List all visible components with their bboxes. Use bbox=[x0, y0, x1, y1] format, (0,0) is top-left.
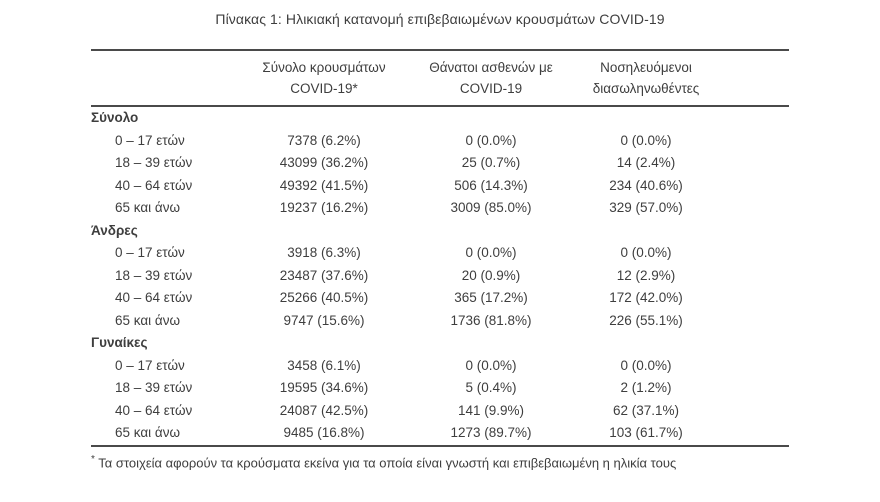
spacer-cell bbox=[718, 377, 789, 400]
header-deaths-line1: Θάνατοι ασθενών με bbox=[429, 60, 553, 75]
section-row: Σύνολο bbox=[91, 106, 789, 130]
table-row: 0 – 17 ετών 3918 (6.3%) 0 (0.0%) 0 (0.0%) bbox=[91, 242, 789, 265]
spacer-cell bbox=[718, 242, 789, 265]
table-row: 40 – 64 ετών 49392 (41.5%) 506 (14.3%) 234 … bbox=[91, 175, 789, 198]
header-intubated-line1: Νοσηλευόμενοι bbox=[600, 60, 692, 75]
deaths-cell: 1273 (89.7%) bbox=[450, 425, 532, 440]
table-row: 65 και άνω 9747 (15.6%) 1736 (81.8%) 226 (5… bbox=[91, 310, 789, 333]
intubated-cell: 0 (0.0%) bbox=[620, 357, 672, 373]
section-row: Γυναίκες bbox=[91, 332, 789, 355]
spacer-cell bbox=[718, 355, 789, 378]
table-body: Σύνολο 0 – 17 ετών 7378 (6.2%) 0 (0.0%) 0 (0… bbox=[91, 106, 789, 446]
header-deaths: Θάνατοι ασθενών με COVID-19 bbox=[408, 50, 574, 106]
cases-cell: 9485 (16.8%) bbox=[283, 425, 365, 440]
intubated-cell: 14 (2.4%) bbox=[616, 155, 676, 170]
intubated-cell: 329 (57.0%) bbox=[609, 200, 683, 215]
cases-cell: 49392 (41.5%) bbox=[279, 177, 369, 193]
table-row: 40 – 64 ετών 24087 (42.5%) 141 (9.9%) 62 (3… bbox=[91, 400, 789, 423]
intubated-cell: 234 (40.6%) bbox=[609, 177, 683, 193]
header-deaths-line2: COVID-19 bbox=[459, 81, 523, 96]
table-row: 0 – 17 ετών 3458 (6.1%) 0 (0.0%) 0 (0.0%) bbox=[91, 355, 789, 378]
spacer-cell bbox=[718, 152, 789, 175]
spacer-cell bbox=[718, 197, 789, 220]
covid-age-distribution-table: Σύνολο κρουσμάτων COVID-19* Θάνατοι ασθε… bbox=[91, 49, 789, 447]
table-row: 65 και άνω 19237 (16.2%) 3009 (85.0%) 329 (… bbox=[91, 197, 789, 220]
header-total-cases-line2: COVID-19* bbox=[290, 81, 358, 96]
deaths-cell: 20 (0.9%) bbox=[461, 267, 521, 283]
age-label: 65 και άνω bbox=[115, 200, 181, 215]
section-title: Γυναίκες bbox=[91, 335, 148, 350]
cases-cell: 43099 (36.2%) bbox=[279, 155, 369, 170]
header-total-cases: Σύνολο κρουσμάτων COVID-19* bbox=[240, 50, 408, 106]
cases-cell: 3918 (6.3%) bbox=[287, 245, 361, 260]
table-row: 0 – 17 ετών 7378 (6.2%) 0 (0.0%) 0 (0.0%) bbox=[91, 130, 789, 153]
intubated-cell: 0 (0.0%) bbox=[620, 245, 672, 260]
deaths-cell: 506 (14.3%) bbox=[454, 177, 528, 193]
header-intubated-line2: διασωληνωθέντες bbox=[592, 81, 700, 96]
section-title: Άνδρες bbox=[91, 222, 138, 238]
deaths-cell: 365 (17.2%) bbox=[454, 290, 528, 305]
footnote: * Τα στοιχεία αφορούν τα κρούσματα εκείν… bbox=[91, 451, 789, 472]
page-title: Πίνακας 1: Ηλικιακή κατανομή επιβεβαιωμέ… bbox=[215, 11, 665, 27]
spacer-cell bbox=[718, 422, 789, 446]
cases-cell: 7378 (6.2%) bbox=[287, 132, 361, 148]
cases-cell: 3458 (6.1%) bbox=[287, 357, 361, 373]
deaths-cell: 1736 (81.8%) bbox=[450, 312, 532, 328]
age-label: 18 – 39 ετών bbox=[115, 380, 193, 395]
cases-cell: 9747 (15.6%) bbox=[283, 312, 365, 328]
age-label: 65 και άνω bbox=[115, 425, 181, 440]
header-row: Σύνολο κρουσμάτων COVID-19* Θάνατοι ασθε… bbox=[91, 50, 789, 106]
intubated-cell: 2 (1.2%) bbox=[620, 380, 672, 395]
header-spacer-cell bbox=[718, 50, 789, 106]
age-label: 18 – 39 ετών bbox=[115, 155, 193, 170]
header-total-cases-line1: Σύνολο κρουσμάτων bbox=[262, 60, 386, 75]
age-label: 18 – 39 ετών bbox=[115, 267, 193, 283]
deaths-cell: 0 (0.0%) bbox=[465, 357, 517, 373]
spacer-cell bbox=[718, 175, 789, 198]
cases-cell: 19237 (16.2%) bbox=[279, 200, 369, 215]
deaths-cell: 0 (0.0%) bbox=[465, 132, 517, 148]
intubated-cell: 172 (42.0%) bbox=[609, 290, 683, 305]
age-label: 0 – 17 ετών bbox=[115, 245, 185, 260]
intubated-cell: 62 (37.1%) bbox=[612, 402, 680, 418]
age-label: 40 – 64 ετών bbox=[115, 402, 193, 418]
spacer-cell bbox=[718, 400, 789, 423]
age-label: 65 και άνω bbox=[115, 312, 181, 328]
cases-cell: 19595 (34.6%) bbox=[279, 380, 369, 395]
footnote-text: Τα στοιχεία αφορούν τα κρούσματα εκείνα … bbox=[98, 454, 677, 470]
header-intubated: Νοσηλευόμενοι διασωληνωθέντες bbox=[574, 50, 718, 106]
deaths-cell: 5 (0.4%) bbox=[465, 380, 517, 395]
table-row: 18 – 39 ετών 19595 (34.6%) 5 (0.4%) 2 (1.2%… bbox=[91, 377, 789, 400]
intubated-cell: 103 (61.7%) bbox=[609, 425, 683, 440]
age-label: 40 – 64 ετών bbox=[115, 290, 193, 305]
spacer-cell bbox=[718, 130, 789, 153]
intubated-cell: 0 (0.0%) bbox=[620, 132, 672, 148]
deaths-cell: 25 (0.7%) bbox=[461, 155, 521, 170]
intubated-cell: 226 (55.1%) bbox=[609, 312, 683, 328]
deaths-cell: 3009 (85.0%) bbox=[450, 200, 532, 215]
section-title: Σύνολο bbox=[91, 110, 139, 125]
table-row: 40 – 64 ετών 25266 (40.5%) 365 (17.2%) 172 … bbox=[91, 287, 789, 310]
deaths-cell: 0 (0.0%) bbox=[465, 245, 517, 260]
intubated-cell: 12 (2.9%) bbox=[616, 267, 676, 283]
table-row: 65 και άνω 9485 (16.8%) 1273 (89.7%) 103 (6… bbox=[91, 422, 789, 446]
deaths-cell: 141 (9.9%) bbox=[457, 402, 525, 418]
spacer-cell bbox=[718, 287, 789, 310]
age-label: 40 – 64 ετών bbox=[115, 177, 193, 193]
cases-cell: 23487 (37.6%) bbox=[279, 267, 369, 283]
table-row: 18 – 39 ετών 43099 (36.2%) 25 (0.7%) 14 (2.… bbox=[91, 152, 789, 175]
table-row: 18 – 39 ετών 23487 (37.6%) 20 (0.9%) 12 (2.… bbox=[91, 265, 789, 288]
cases-cell: 24087 (42.5%) bbox=[279, 402, 369, 418]
spacer-cell bbox=[718, 265, 789, 288]
footnote-marker: * bbox=[91, 453, 95, 465]
age-label: 0 – 17 ετών bbox=[115, 357, 185, 373]
section-row: Άνδρες bbox=[91, 220, 789, 243]
age-label: 0 – 17 ετών bbox=[115, 132, 185, 148]
cases-cell: 25266 (40.5%) bbox=[279, 290, 369, 305]
header-empty-cell bbox=[91, 50, 240, 106]
spacer-cell bbox=[718, 310, 789, 333]
